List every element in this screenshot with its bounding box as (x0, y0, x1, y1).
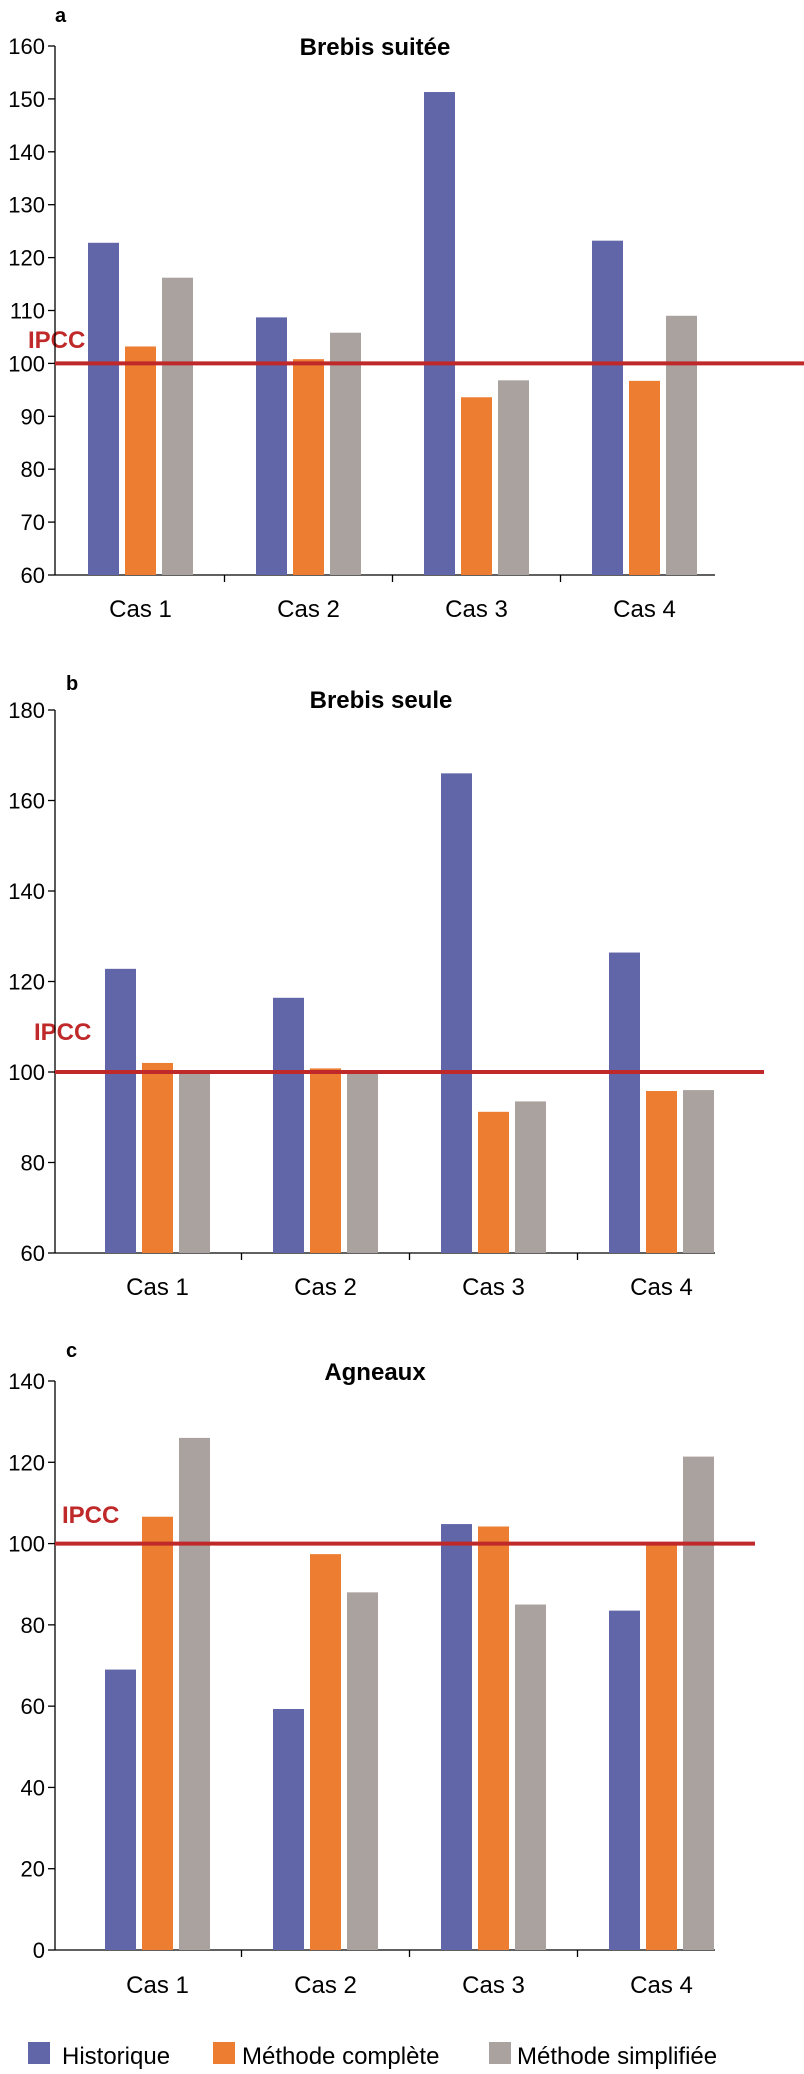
panel-letter: c (66, 1340, 77, 1362)
legend-swatch-methode-simplifiee (489, 2042, 511, 2064)
bar-historique-cas-2 (256, 317, 287, 575)
y-tick-label: 150 (8, 87, 45, 112)
legend-swatch-historique (28, 2042, 50, 2064)
y-tick-label: 180 (8, 698, 45, 723)
reference-label: IPCC (34, 1019, 91, 1046)
bar-historique-cas-1 (105, 1669, 136, 1950)
bar-methode-simplifiee-cas-3 (515, 1101, 546, 1253)
x-tick-label: Cas 2 (294, 1274, 357, 1301)
y-tick-label: 80 (21, 1151, 45, 1176)
chart-title: Agneaux (324, 1359, 426, 1386)
bar-historique-cas-3 (424, 92, 455, 575)
bar-methode-complete-cas-4 (629, 380, 660, 575)
y-tick-label: 100 (8, 351, 45, 376)
y-tick-label: 110 (10, 299, 45, 324)
bar-historique-cas-3 (441, 773, 472, 1253)
y-tick-label: 0 (33, 1938, 45, 1963)
bar-historique-cas-4 (609, 952, 640, 1253)
y-tick-label: 100 (8, 1532, 45, 1557)
y-tick-label: 160 (8, 789, 45, 814)
bar-methode-complete-cas-2 (293, 359, 324, 575)
x-tick-label: Cas 2 (277, 596, 340, 623)
x-tick-label: Cas 1 (109, 596, 172, 623)
y-tick-label: 70 (21, 510, 45, 535)
bar-methode-simplifiee-cas-2 (330, 332, 361, 575)
chart-title: Brebis seule (310, 687, 453, 714)
bar-methode-simplifiee-cas-4 (666, 315, 697, 575)
bar-methode-simplifiee-cas-3 (515, 1604, 546, 1950)
y-tick-label: 130 (8, 193, 45, 218)
x-tick-label: Cas 3 (445, 596, 508, 623)
chart-panel-c: c Agneaux IPCC 0 20 40 60 80 100 120 140 Cas 1 Ca… (8, 1340, 755, 1999)
bar-historique-cas-4 (592, 240, 623, 575)
y-tick-label: 120 (8, 1450, 45, 1475)
panel-letter: b (66, 673, 78, 695)
y-tick-label: 60 (21, 563, 45, 588)
legend-label-methode-simplifiee: Méthode simplifiée (517, 2043, 717, 2070)
bar-methode-simplifiee-cas-1 (179, 1437, 210, 1950)
legend-label-methode-complete: Méthode complète (242, 2043, 439, 2070)
bar-methode-simplifiee-cas-2 (347, 1592, 378, 1950)
y-tick-label: 100 (8, 1060, 45, 1085)
y-tick-label: 140 (8, 879, 45, 904)
y-tick-label: 20 (21, 1857, 45, 1882)
bar-historique-cas-2 (273, 997, 304, 1253)
y-tick-label: 160 (8, 34, 45, 59)
x-tick-label: Cas 2 (294, 1972, 357, 1999)
y-tick-label: 60 (21, 1694, 45, 1719)
x-tick-label: Cas 4 (613, 596, 676, 623)
x-tick-label: Cas 3 (462, 1972, 525, 1999)
bar-historique-cas-3 (441, 1524, 472, 1950)
bar-methode-simplifiee-cas-1 (162, 277, 193, 575)
y-tick-label: 80 (21, 1613, 45, 1638)
panel-letter: a (55, 5, 67, 27)
bar-methode-complete-cas-4 (646, 1544, 677, 1950)
bar-methode-complete-cas-3 (461, 397, 492, 575)
reference-label: IPCC (28, 327, 85, 354)
bar-historique-cas-1 (105, 968, 136, 1253)
legend-swatch-methode-complete (213, 2042, 235, 2064)
reference-label: IPCC (62, 1502, 119, 1529)
y-tick-label: 140 (8, 140, 45, 165)
y-tick-label: 120 (8, 246, 45, 271)
y-tick-label: 120 (8, 970, 45, 995)
x-tick-label: Cas 1 (126, 1274, 189, 1301)
x-tick-label: Cas 4 (630, 1972, 693, 1999)
chart-title: Brebis suitée (300, 34, 451, 61)
chart-panel-b: b Brebis seule IPCC 60 80 100 120 140 160 180 C… (8, 673, 764, 1301)
bar-methode-complete-cas-2 (310, 1554, 341, 1950)
bar-methode-simplifiee-cas-4 (683, 1456, 714, 1950)
x-tick-label: Cas 1 (126, 1972, 189, 1999)
y-tick-label: 40 (21, 1775, 45, 1800)
bar-methode-complete-cas-2 (310, 1068, 341, 1253)
x-tick-label: Cas 3 (462, 1274, 525, 1301)
y-tick-label: 60 (21, 1241, 45, 1266)
bar-methode-complete-cas-1 (125, 346, 156, 575)
bar-historique-cas-2 (273, 1708, 304, 1950)
x-tick-label: Cas 4 (630, 1274, 693, 1301)
y-tick-label: 140 (8, 1369, 45, 1394)
bar-methode-simplifiee-cas-2 (347, 1072, 378, 1253)
bar-methode-complete-cas-4 (646, 1091, 677, 1253)
bar-historique-cas-4 (609, 1610, 640, 1950)
chart-panel-a: a Brebis suitée IPCC 60 70 80 90 100 110 120 13… (8, 5, 804, 623)
y-tick-label: 80 (21, 457, 45, 482)
bar-methode-complete-cas-3 (478, 1526, 509, 1950)
bar-methode-complete-cas-1 (142, 1516, 173, 1950)
bar-methode-simplifiee-cas-1 (179, 1072, 210, 1253)
bar-methode-simplifiee-cas-3 (498, 380, 529, 575)
legend-label-historique: Historique (62, 2043, 170, 2070)
y-tick-label: 90 (21, 404, 45, 429)
bar-methode-complete-cas-3 (478, 1111, 509, 1253)
bar-historique-cas-1 (88, 242, 119, 575)
bar-methode-complete-cas-1 (142, 1062, 173, 1253)
legend: Historique Méthode complète Méthode simp… (28, 2042, 717, 2070)
bar-methode-simplifiee-cas-4 (683, 1090, 714, 1253)
